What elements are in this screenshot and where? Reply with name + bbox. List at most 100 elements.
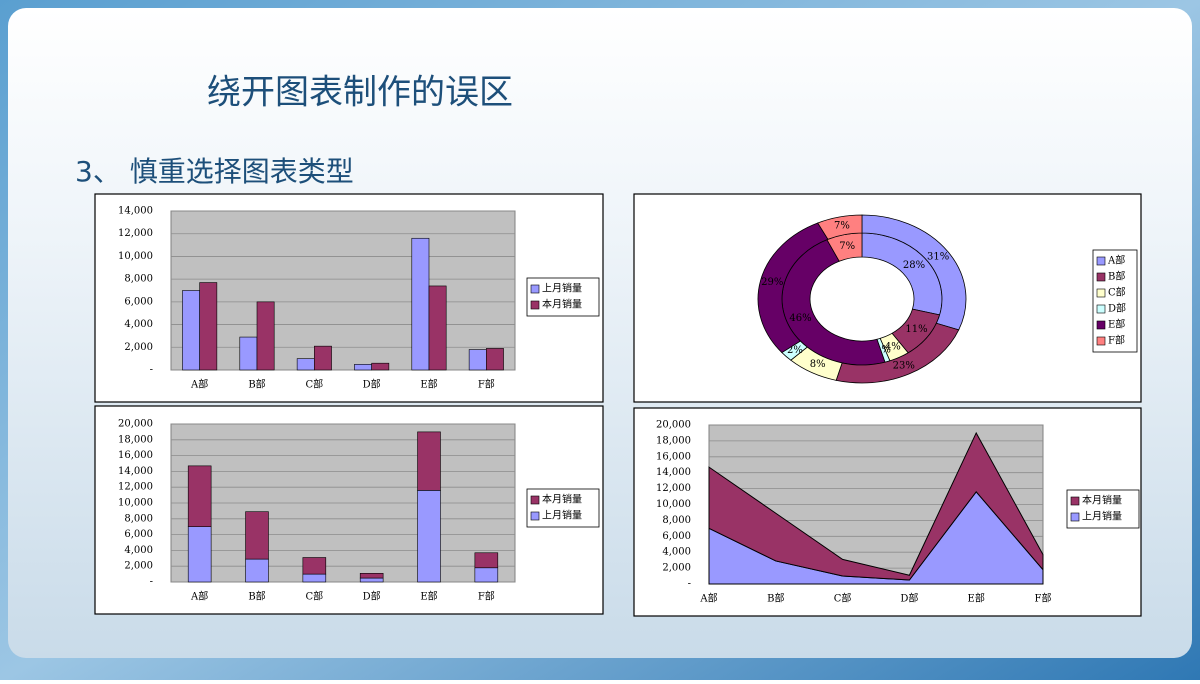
bar-segment <box>359 573 384 579</box>
legend-label: A部 <box>1107 254 1125 267</box>
area <box>708 431 1044 581</box>
y-tick-label: - <box>688 579 691 590</box>
data-label: 8% <box>810 359 826 370</box>
bar <box>486 348 504 371</box>
data-label: 11% <box>905 324 927 335</box>
bar-segment <box>474 567 499 583</box>
bar <box>411 237 430 371</box>
x-tick-label: A部 <box>699 592 717 605</box>
data-label: 7% <box>839 241 855 252</box>
legend-swatch <box>1070 496 1080 506</box>
y-tick-label: - <box>150 365 153 376</box>
x-tick-label: B部 <box>767 592 784 605</box>
x-tick-label: D部 <box>363 590 381 603</box>
y-tick-label: - <box>150 577 153 588</box>
bar <box>239 336 258 371</box>
plot-area <box>170 210 516 371</box>
bar <box>296 358 315 371</box>
y-tick-label: 16,000 <box>656 451 691 462</box>
legend-label: B部 <box>1108 270 1125 283</box>
legend-swatch <box>1096 320 1106 330</box>
legend-label: D部 <box>1108 302 1126 315</box>
y-tick-label: 8,000 <box>124 274 153 285</box>
x-tick-label: A部 <box>190 378 208 391</box>
x-tick-label: F部 <box>478 590 495 603</box>
data-label: 4% <box>885 341 901 352</box>
x-tick-label: B部 <box>248 590 265 603</box>
bar-segment <box>245 558 269 583</box>
bar <box>354 364 372 371</box>
y-tick-label: 12,000 <box>118 228 153 239</box>
bar-segment <box>187 465 212 527</box>
x-tick-label: E部 <box>420 590 437 603</box>
legend-label: C部 <box>1108 286 1126 299</box>
y-tick-label: 18,000 <box>656 435 691 446</box>
y-tick-label: 6,000 <box>124 529 153 540</box>
x-tick-label: D部 <box>900 592 918 605</box>
bar <box>199 282 218 371</box>
x-tick-label: B部 <box>248 378 265 391</box>
y-tick-label: 14,000 <box>656 467 691 478</box>
data-label: 7% <box>834 220 850 231</box>
bar-segment <box>245 511 269 560</box>
legend-swatch <box>1096 336 1106 346</box>
legend-label: 本月销量 <box>542 298 582 311</box>
legend-label: 上月销量 <box>542 509 582 522</box>
slide-title: 绕开图表制作的误区 <box>207 73 513 113</box>
legend-label: 上月销量 <box>542 282 582 295</box>
x-tick-label: C部 <box>834 592 852 605</box>
y-tick-label: 4,000 <box>662 547 691 558</box>
legend-swatch <box>1096 256 1106 266</box>
legend-label: F部 <box>1108 334 1125 347</box>
legend-label: 上月销量 <box>1082 510 1122 523</box>
x-tick-label: E部 <box>968 592 985 605</box>
x-tick-label: D部 <box>363 378 381 391</box>
legend-label: 本月销量 <box>542 493 582 506</box>
legend-swatch <box>530 284 540 294</box>
legend-swatch <box>530 300 540 310</box>
x-tick-label: A部 <box>190 590 208 603</box>
y-tick-label: 4,000 <box>124 545 153 556</box>
bar <box>468 349 487 371</box>
x-tick-label: F部 <box>1035 592 1052 605</box>
y-tick-label: 8,000 <box>662 515 691 526</box>
y-tick-label: 20,000 <box>118 419 153 430</box>
y-tick-label: 4,000 <box>124 319 153 330</box>
legend-box <box>526 488 600 528</box>
data-label: 23% <box>893 360 915 371</box>
bar <box>256 301 275 371</box>
bar-segment <box>359 577 384 583</box>
y-tick-label: 20,000 <box>656 420 691 431</box>
y-tick-label: 16,000 <box>118 450 153 461</box>
legend-swatch <box>1096 288 1106 298</box>
y-tick-label: 14,000 <box>118 206 153 217</box>
y-tick-label: 10,000 <box>118 251 153 262</box>
y-tick-label: 10,000 <box>656 499 691 510</box>
bar-segment <box>417 490 441 583</box>
data-label: 46% <box>789 313 811 324</box>
legend-swatch <box>1096 272 1106 282</box>
donut-segment <box>817 214 863 240</box>
y-tick-label: 10,000 <box>118 498 153 509</box>
x-tick-label: C部 <box>306 378 324 391</box>
bar <box>314 345 332 371</box>
y-tick-label: 2,000 <box>124 561 153 572</box>
legend-label: E部 <box>1108 318 1125 331</box>
y-tick-label: 18,000 <box>118 434 153 445</box>
y-tick-label: 12,000 <box>118 482 153 493</box>
legend-swatch <box>530 495 540 505</box>
bar-segment <box>302 557 327 575</box>
bar <box>428 285 447 371</box>
data-label: 1% <box>875 345 891 356</box>
y-tick-label: 6,000 <box>662 531 691 542</box>
legend-label: 本月销量 <box>1082 494 1122 507</box>
legend-swatch <box>1070 512 1080 522</box>
data-label: 28% <box>903 260 925 271</box>
bar-segment <box>187 526 212 583</box>
legend-box <box>1092 249 1138 353</box>
legend-swatch <box>530 511 540 521</box>
y-tick-label: 12,000 <box>656 483 691 494</box>
y-tick-label: 8,000 <box>124 513 153 524</box>
slide-subtitle: 3、 慎重选择图表类型 <box>75 155 354 188</box>
